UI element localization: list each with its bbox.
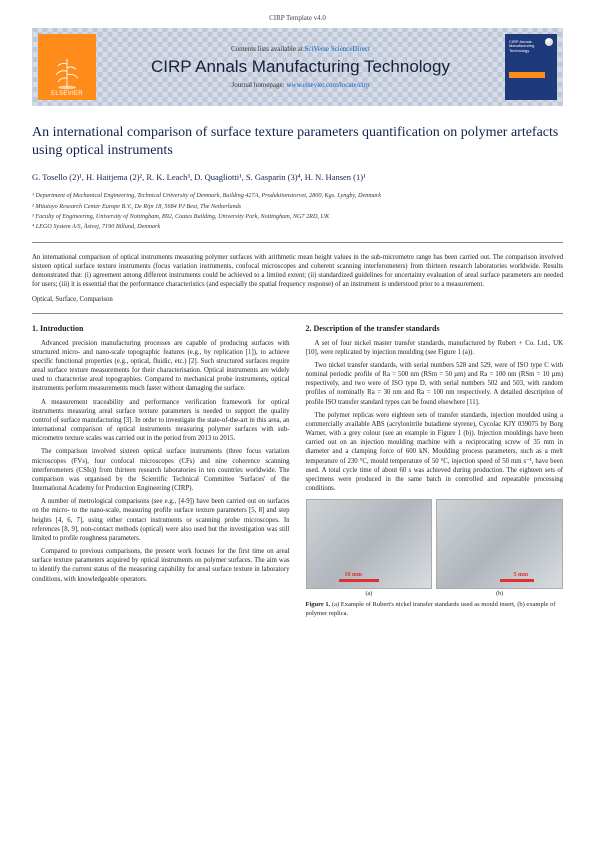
article-title: An international comparison of surface t… — [32, 124, 563, 160]
elsevier-tree-icon — [49, 55, 85, 91]
paragraph: A number of metrological comparisons (se… — [32, 497, 290, 543]
subfigure-tag: (a) — [306, 591, 433, 597]
left-column: 1. Introduction Advanced precision manuf… — [32, 324, 290, 619]
right-column: 2. Description of the transfer standards… — [306, 324, 564, 619]
figure-caption: Figure 1. (a) Example of Rubert's nickel… — [306, 601, 564, 618]
paragraph: Advanced precision manufacturing process… — [32, 339, 290, 394]
article-body: An international comparison of surface t… — [0, 124, 595, 618]
section-heading: 2. Description of the transfer standards — [306, 324, 564, 333]
scale-label: 5 mm — [514, 572, 529, 578]
paragraph: A measurement traceability and performan… — [32, 398, 290, 444]
journal-title: CIRP Annals Manufacturing Technology — [96, 57, 505, 77]
paragraph: Two nickel transfer standards, with seri… — [306, 361, 564, 407]
home-prefix: Journal homepage: — [232, 81, 287, 89]
two-column-layout: 1. Introduction Advanced precision manuf… — [32, 324, 563, 619]
journal-banner: ELSEVIER Contents lists available at Sci… — [32, 28, 563, 106]
affiliation: ³ Faculty of Engineering, University of … — [32, 213, 563, 221]
journal-homepage-link[interactable]: www.elsevier.com/locate/cirp — [286, 81, 369, 89]
journal-cover-thumb: CIRP Annals Manufacturing Technology — [505, 34, 557, 100]
figure-1a-image: 10 mm — [306, 499, 433, 589]
keywords: Optical, Surface, Comparison — [32, 296, 563, 303]
subfigure-tag: (b) — [436, 591, 563, 597]
banner-center: Contents lists available at SciVerse Sci… — [96, 45, 505, 89]
affiliation: ² Mitutoyo Research Center Europe B.V., … — [32, 203, 563, 211]
publisher-name: ELSEVIER — [51, 91, 83, 97]
affiliation: ¹ Department of Mechanical Engineering, … — [32, 192, 563, 200]
divider — [32, 313, 563, 314]
paragraph: The polymer replicas were eighteen sets … — [306, 411, 564, 494]
homepage-line: Journal homepage: www.elsevier.com/locat… — [96, 81, 505, 89]
abstract: An international comparison of optical i… — [32, 253, 563, 290]
scale-label: 10 mm — [345, 572, 363, 578]
scalebar — [500, 579, 534, 582]
author-list: G. Tosello (2)¹, H. Haitjema (2)², R. K.… — [32, 172, 563, 182]
sciencedirect-link[interactable]: SciVerse ScienceDirect — [305, 45, 371, 53]
paragraph: Compared to previous comparisons, the pr… — [32, 547, 290, 584]
figure-1b-image: 5 mm — [436, 499, 563, 589]
paragraph: The comparison involved sixteen optical … — [32, 447, 290, 493]
avail-prefix: Contents lists available at — [231, 45, 305, 53]
figure-images: 10 mm 5 mm — [306, 499, 564, 589]
affiliation: ⁴ LEGO System A/S, Åstvej, 7190 Billund,… — [32, 223, 563, 231]
paragraph: A set of four nickel master transfer sta… — [306, 339, 564, 357]
cover-text: CIRP Annals Manufacturing Technology — [509, 40, 534, 53]
page-header: CIRP Template v4.0 — [0, 0, 595, 28]
section-heading: 1. Introduction — [32, 324, 290, 333]
figure-1: 10 mm 5 mm (a) (b) Figure 1. (a) Example… — [306, 499, 564, 618]
publisher-logo: ELSEVIER — [38, 34, 96, 100]
scalebar — [339, 579, 379, 582]
availability-line: Contents lists available at SciVerse Sci… — [96, 45, 505, 53]
divider — [32, 242, 563, 243]
